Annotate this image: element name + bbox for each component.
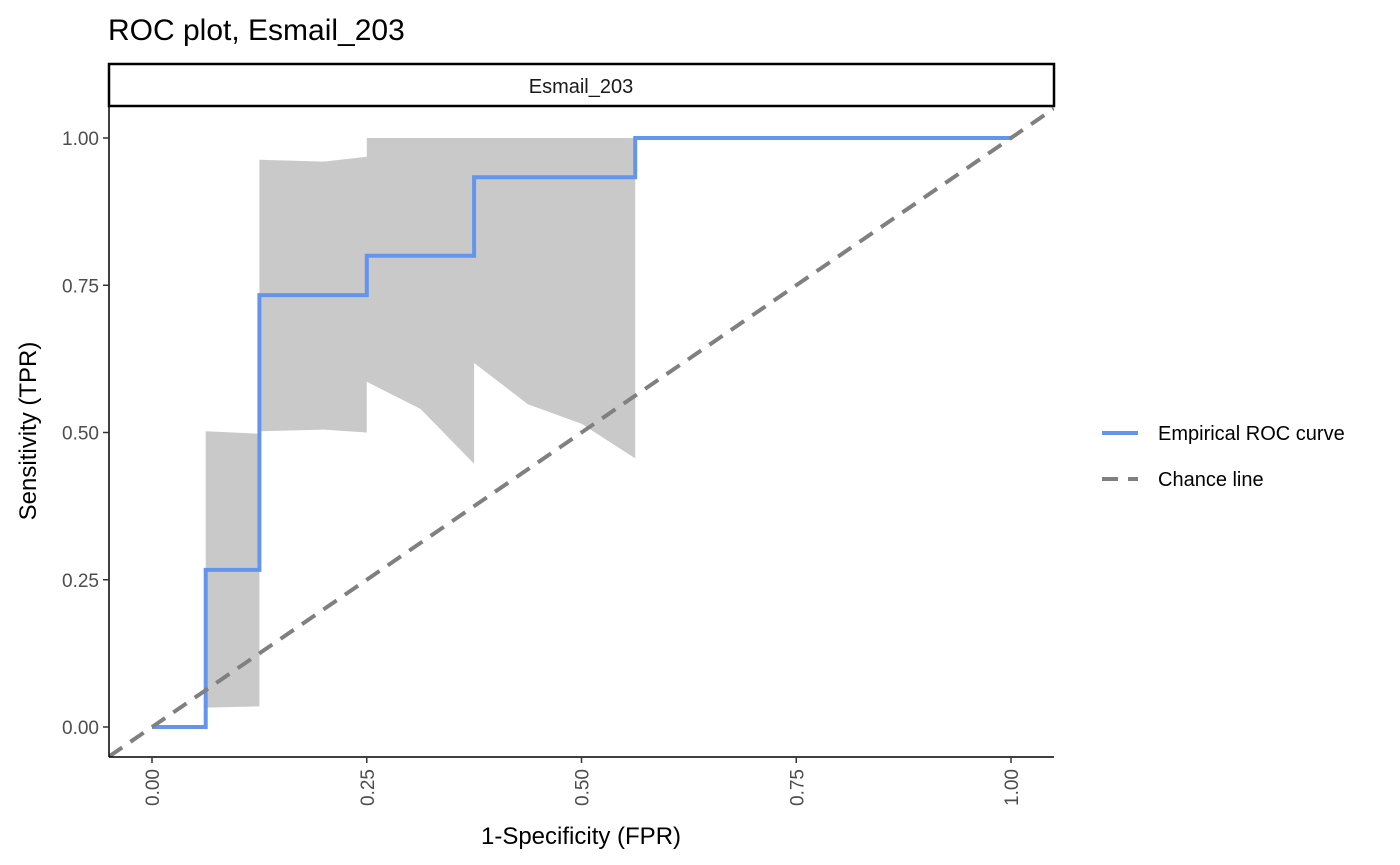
facet-strip-box [107, 62, 1056, 108]
empirical-roc-line [152, 136, 1011, 729]
y-tick-label: 0.00 [62, 718, 99, 739]
y-tick-label: 0.50 [62, 424, 99, 445]
facet-strip: Esmail_203 [107, 62, 1056, 108]
facet-strip-label: Esmail_203 [529, 76, 634, 98]
y-tick-label: 0.25 [62, 571, 99, 592]
plot-clipped [109, 107, 1054, 757]
y-tick-label: 0.75 [62, 276, 99, 297]
x-tick-label: 0.50 [573, 769, 594, 806]
confidence-band [205, 138, 636, 708]
x-tick-label: 0.00 [143, 769, 164, 806]
chance-line [109, 107, 1054, 757]
y-tick-label: 1.00 [62, 129, 99, 150]
y-axis-title: Sensitivity (TPR) [15, 342, 42, 521]
plot-area [109, 107, 1054, 757]
legend-label-chance: Chance line [1158, 469, 1264, 491]
legend: Empirical ROC curve Chance line [1102, 423, 1345, 491]
x-tick-label: 0.75 [787, 769, 808, 806]
x-tick-label: 0.25 [358, 769, 379, 806]
legend-label-empirical: Empirical ROC curve [1158, 423, 1345, 445]
chart-title: ROC plot, Esmail_203 [108, 14, 405, 47]
x-tick-label: 1.00 [1002, 769, 1023, 806]
x-axis-title: 1-Specificity (FPR) [481, 823, 681, 850]
axes: 0.00 0.25 0.50 0.75 1.00 0.00 0.25 0.50 0.75 1.00 [62, 107, 1054, 806]
